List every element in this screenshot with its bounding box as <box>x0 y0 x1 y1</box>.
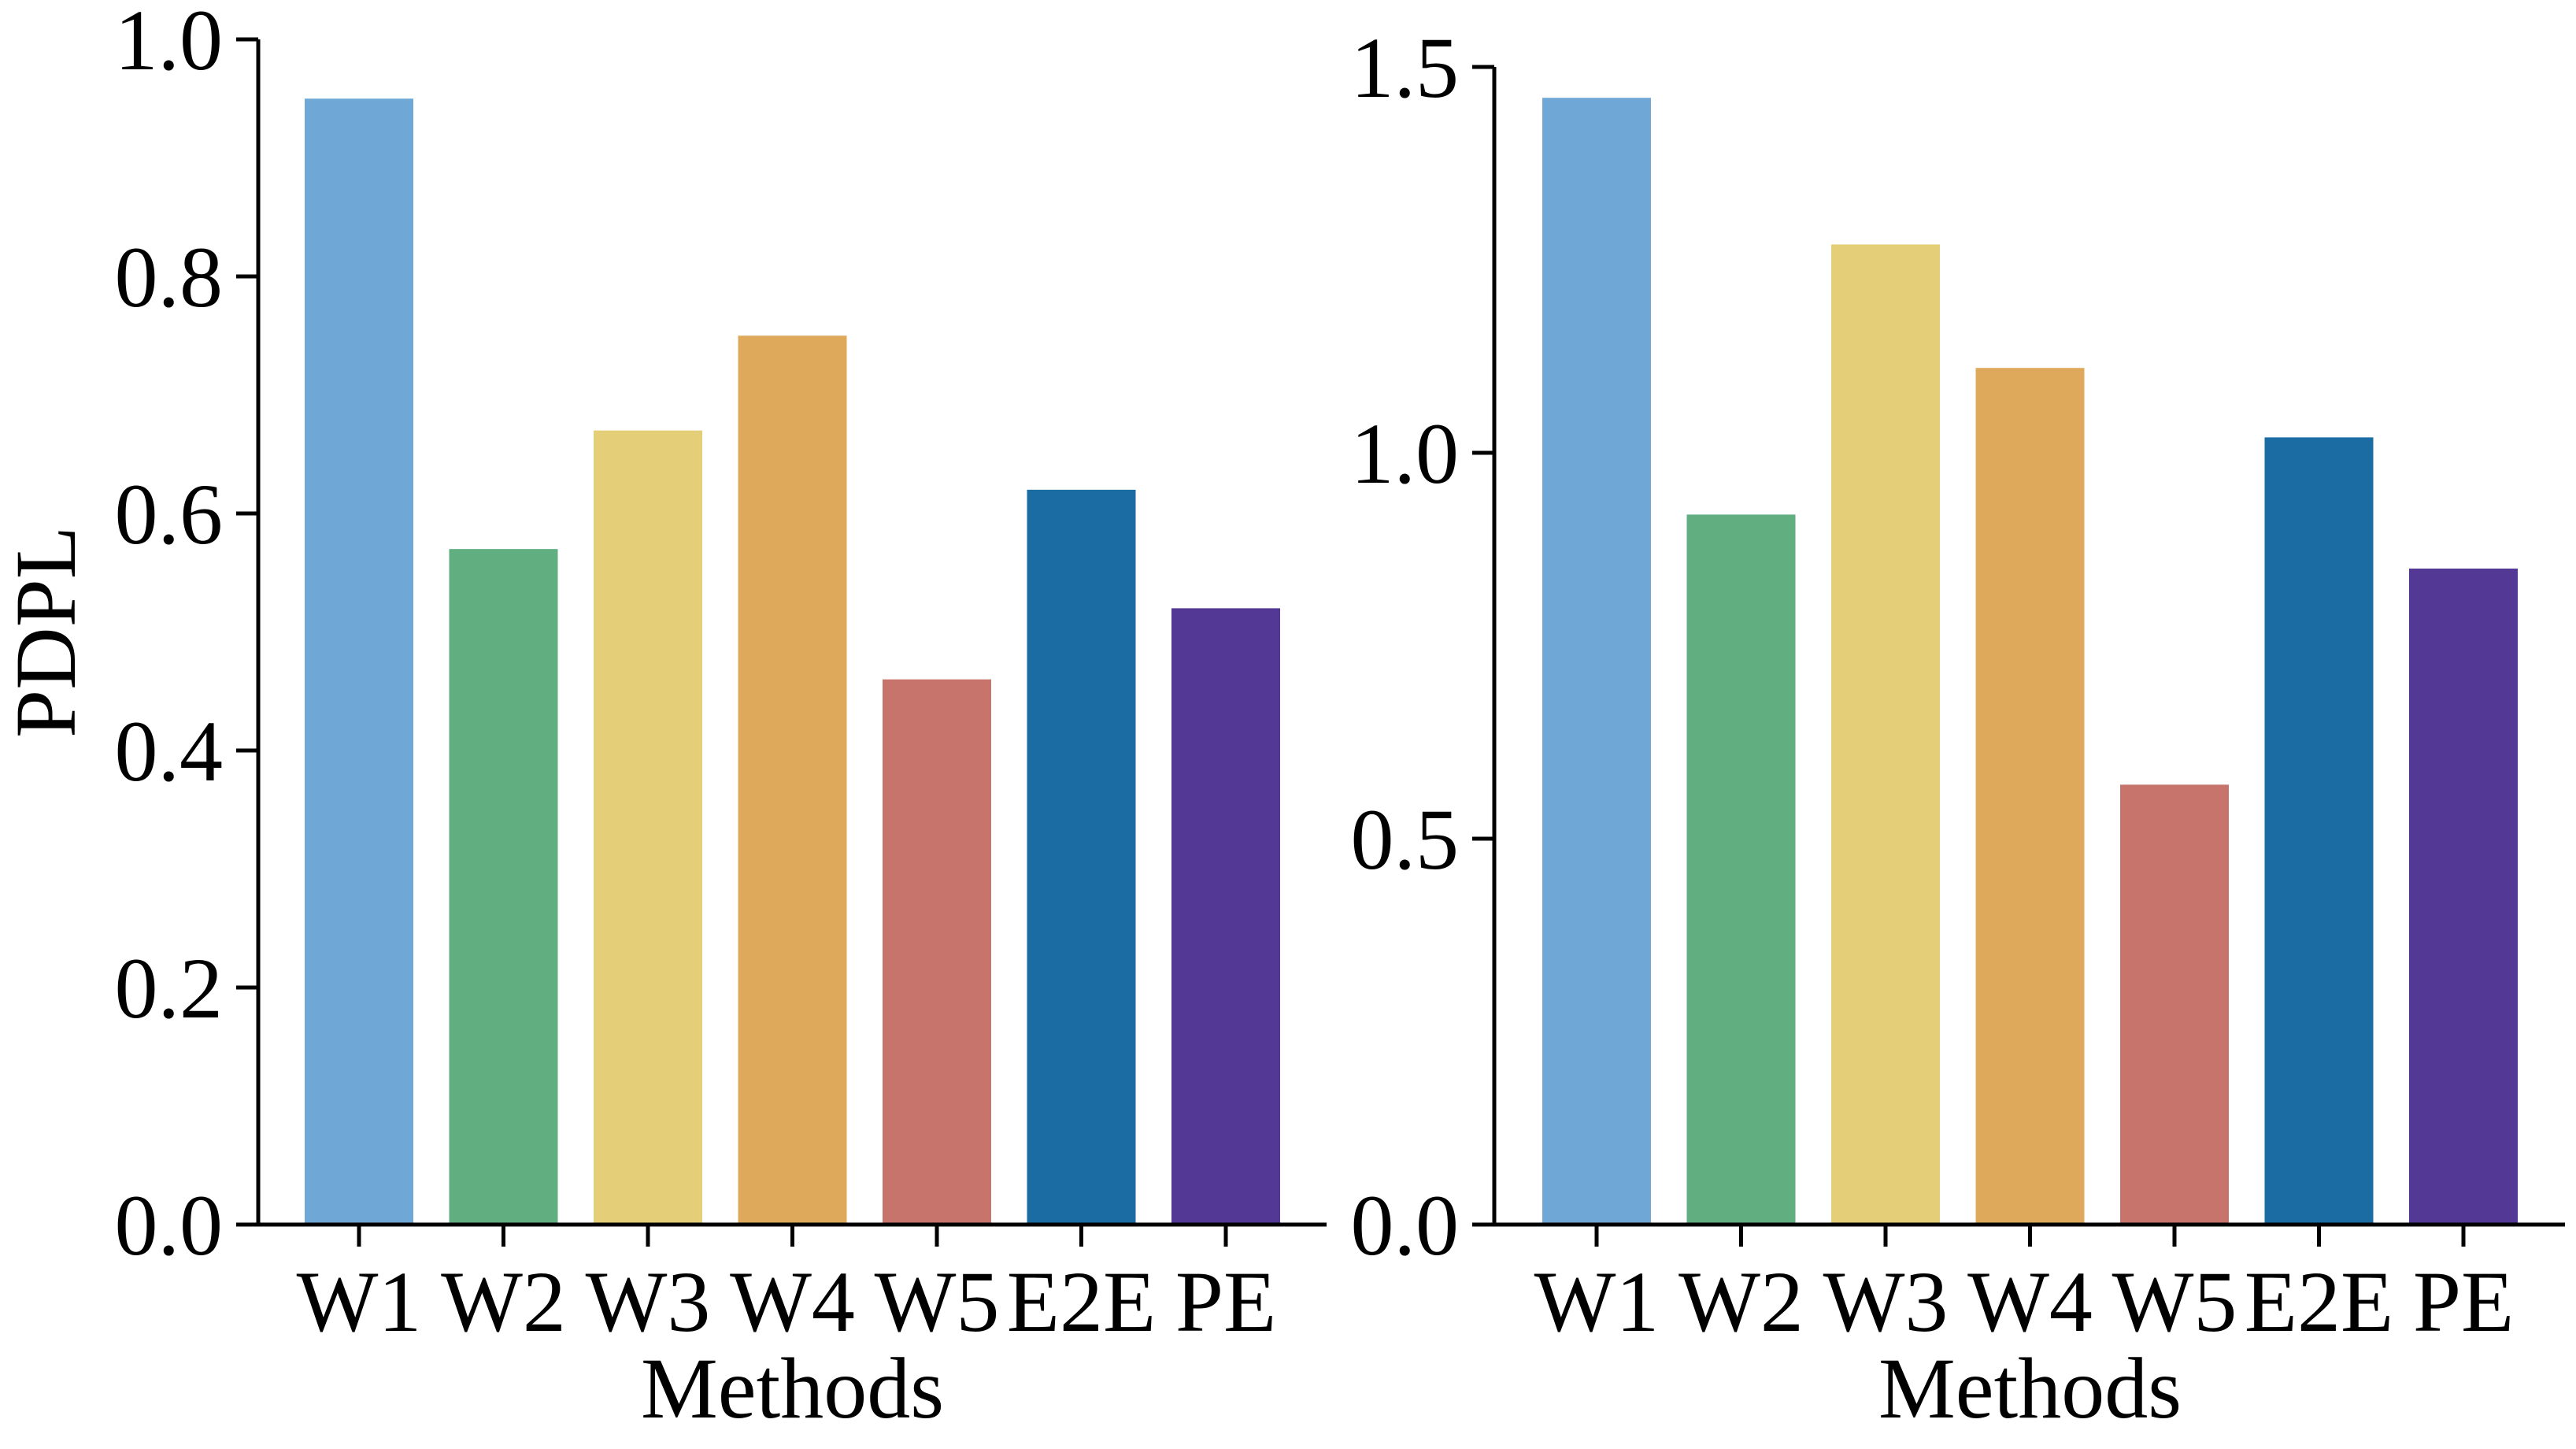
bar-pe <box>1171 608 1280 1225</box>
bar-w5 <box>883 679 991 1225</box>
y-tick-label: 0.0 <box>115 1177 224 1273</box>
x-tick-label-w4: W4 <box>730 1254 855 1350</box>
bar-e2e <box>2264 437 2374 1225</box>
y-axis-label: PDPL <box>0 526 94 738</box>
bar-w2 <box>449 549 558 1225</box>
x-axis-label: Methods <box>1878 1340 2182 1436</box>
y-tick-label: 0.0 <box>1351 1177 1460 1273</box>
y-tick-label: 0.8 <box>115 229 224 325</box>
x-tick-label-w2: W2 <box>441 1254 566 1350</box>
bar-w1 <box>1542 98 1651 1225</box>
bar-w4 <box>738 335 847 1225</box>
y-tick-label: 0.2 <box>115 940 224 1036</box>
bar-w3 <box>1831 244 1940 1225</box>
bar-w1 <box>305 98 413 1225</box>
right-chart: 0.0 0.5 1.0 1.5 W1 W2 W3 W4 W5 E2E PE Methods <box>1351 20 2565 1436</box>
x-tick-label-w5: W5 <box>875 1254 1000 1350</box>
x-tick-label-w1: W1 <box>297 1254 422 1350</box>
x-tick-label-w4: W4 <box>1967 1254 2093 1350</box>
y-tick-label: 1.0 <box>1351 406 1460 502</box>
x-tick-label-pe: PE <box>1175 1254 1276 1350</box>
x-tick-label-w5: W5 <box>2112 1254 2237 1350</box>
y-tick-label: 1.5 <box>1351 20 1460 116</box>
bar-w4 <box>1975 368 2085 1225</box>
bar-e2e <box>1027 489 1136 1225</box>
x-axis-label: Methods <box>641 1340 944 1436</box>
x-tick-label-w1: W1 <box>1534 1254 1660 1350</box>
y-tick-label: 0.6 <box>115 466 224 562</box>
x-tick-label-e2e: E2E <box>1007 1254 1156 1350</box>
x-tick-label-pe: PE <box>2413 1254 2514 1350</box>
bar-w5 <box>2120 784 2229 1225</box>
left-chart-pdpl: 0.0 0.2 0.4 0.6 0.8 1.0 W1 W2 W3 W4 W5 E2E PE Methods… <box>0 0 1327 1436</box>
x-tick-label-w3: W3 <box>1823 1254 1949 1350</box>
x-tick-label-w2: W2 <box>1678 1254 1804 1350</box>
bar-pe <box>2409 569 2518 1225</box>
bar-w2 <box>1686 514 1796 1225</box>
x-tick-label-e2e: E2E <box>2245 1254 2393 1350</box>
y-tick-label: 0.5 <box>1351 791 1460 888</box>
bar-w3 <box>594 430 702 1225</box>
y-tick-label: 1.0 <box>115 0 224 88</box>
x-tick-label-w3: W3 <box>586 1254 711 1350</box>
y-tick-label: 0.4 <box>115 703 224 799</box>
